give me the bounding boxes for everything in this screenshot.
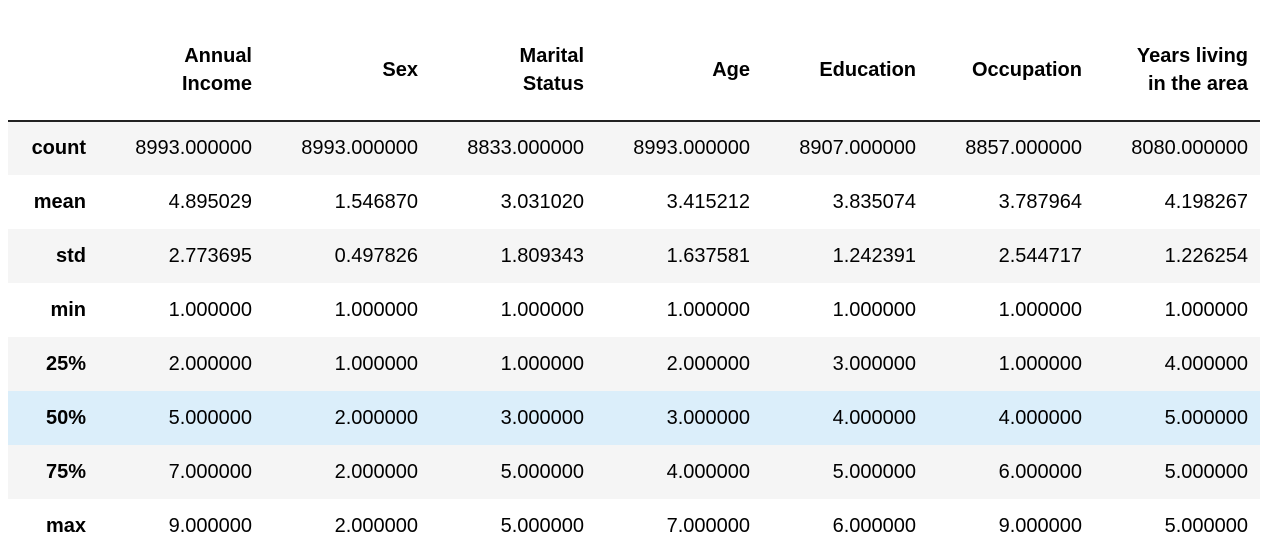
cell: 1.000000 bbox=[500, 352, 584, 375]
cell: 2.544717 bbox=[998, 244, 1082, 267]
table-row: min 1.000000 1.000000 1.000000 1.000000 1.000… bbox=[8, 283, 1260, 337]
cell: 8080.000000 bbox=[1131, 137, 1248, 159]
cell: 3.415212 bbox=[666, 190, 750, 213]
column-header-text: Marital Status bbox=[519, 45, 584, 95]
cell: 8993.000000 bbox=[135, 137, 252, 159]
cell: 3.031020 bbox=[500, 190, 584, 213]
cell: 3.000000 bbox=[832, 352, 916, 375]
cell: 3.000000 bbox=[666, 406, 750, 429]
cell: 4.000000 bbox=[832, 406, 916, 429]
cell: 0.497826 bbox=[334, 244, 418, 267]
cell: 2.000000 bbox=[334, 514, 418, 537]
describe-table: Annual Income Sex Marital Status Age Educati… bbox=[8, 20, 1260, 553]
cell: 1.000000 bbox=[998, 352, 1082, 375]
cell: 4.895029 bbox=[168, 190, 252, 213]
cell: 3.835074 bbox=[832, 190, 916, 213]
column-header-text: Occupation bbox=[971, 59, 1082, 81]
cell: 1.000000 bbox=[1164, 298, 1248, 321]
cell: 2.773695 bbox=[168, 244, 252, 267]
cell: 7.000000 bbox=[666, 514, 750, 537]
cell: 5.000000 bbox=[832, 460, 916, 483]
column-header-text: Years living in the area bbox=[1136, 45, 1248, 95]
cell: 5.000000 bbox=[1164, 460, 1248, 483]
cell: 4.000000 bbox=[1164, 352, 1248, 375]
row-label: 50% bbox=[45, 406, 86, 429]
column-header: Years living in the area bbox=[1094, 20, 1260, 122]
table-body: count 8993.000000 8993.000000 8833.000000 89… bbox=[8, 121, 1260, 553]
column-header-text: Age bbox=[712, 59, 750, 81]
cell: 1.000000 bbox=[500, 298, 584, 321]
cell: 6.000000 bbox=[998, 460, 1082, 483]
cell: 5.000000 bbox=[500, 460, 584, 483]
cell: 8993.000000 bbox=[301, 137, 418, 159]
cell: 5.000000 bbox=[500, 514, 584, 537]
cell: 2.000000 bbox=[334, 406, 418, 429]
cell: 8857.000000 bbox=[965, 137, 1082, 159]
table-row: 25% 2.000000 1.000000 1.000000 2.000000 3.000… bbox=[8, 337, 1260, 391]
column-header: Education bbox=[762, 20, 928, 122]
row-label: 75% bbox=[45, 460, 86, 483]
row-label: count bbox=[31, 137, 86, 159]
cell: 1.546870 bbox=[334, 190, 418, 213]
table-row: std 2.773695 0.497826 1.809343 1.637581 1.242… bbox=[8, 229, 1260, 283]
cell: 8993.000000 bbox=[633, 137, 750, 159]
table-row: 75% 7.000000 2.000000 5.000000 4.000000 5.000… bbox=[8, 445, 1260, 499]
cell: 4.198267 bbox=[1164, 190, 1248, 213]
cell: 4.000000 bbox=[666, 460, 750, 483]
column-header: Marital Status bbox=[430, 20, 596, 122]
cell: 8833.000000 bbox=[467, 137, 584, 159]
index-header bbox=[8, 20, 98, 122]
cell: 6.000000 bbox=[832, 514, 916, 537]
table-row: 50% 5.000000 2.000000 3.000000 3.000000 4.000… bbox=[8, 391, 1260, 445]
cell: 3.787964 bbox=[998, 190, 1082, 213]
cell: 1.000000 bbox=[666, 298, 750, 321]
header-row: Annual Income Sex Marital Status Age Educati… bbox=[8, 20, 1260, 122]
cell: 1.000000 bbox=[334, 352, 418, 375]
row-label: std bbox=[56, 244, 86, 267]
cell: 1.000000 bbox=[168, 298, 252, 321]
column-header-text: Sex bbox=[382, 59, 418, 81]
dataframe: Annual Income Sex Marital Status Age Educati… bbox=[8, 20, 1270, 553]
table-row: max 9.000000 2.000000 5.000000 7.000000 6.000… bbox=[8, 499, 1260, 553]
column-header-text: Annual Income bbox=[181, 45, 252, 95]
row-label: min bbox=[50, 298, 86, 321]
table-row: mean 4.895029 1.546870 3.031020 3.415212 3.83… bbox=[8, 175, 1260, 229]
cell: 5.000000 bbox=[1164, 406, 1248, 429]
cell: 1.242391 bbox=[832, 244, 916, 267]
cell: 2.000000 bbox=[168, 352, 252, 375]
cell: 1.000000 bbox=[832, 298, 916, 321]
cell: 2.000000 bbox=[666, 352, 750, 375]
cell: 1.000000 bbox=[334, 298, 418, 321]
cell: 1.809343 bbox=[500, 244, 584, 267]
column-header: Sex bbox=[264, 20, 430, 122]
column-header: Age bbox=[596, 20, 762, 122]
row-label: max bbox=[45, 514, 86, 537]
table-row: count 8993.000000 8993.000000 8833.000000 89… bbox=[8, 121, 1260, 175]
cell: 9.000000 bbox=[168, 514, 252, 537]
cell: 5.000000 bbox=[168, 406, 252, 429]
row-label: mean bbox=[33, 190, 86, 213]
cell: 2.000000 bbox=[334, 460, 418, 483]
row-label: 25% bbox=[45, 352, 86, 375]
cell: 4.000000 bbox=[998, 406, 1082, 429]
cell: 7.000000 bbox=[168, 460, 252, 483]
cell: 8907.000000 bbox=[799, 137, 916, 159]
cell: 1.637581 bbox=[666, 244, 750, 267]
cell: 9.000000 bbox=[998, 514, 1082, 537]
cell: 1.000000 bbox=[998, 298, 1082, 321]
column-header-text: Education bbox=[819, 59, 916, 81]
cell: 3.000000 bbox=[500, 406, 584, 429]
column-header: Annual Income bbox=[98, 20, 264, 122]
table-header: Annual Income Sex Marital Status Age Educati… bbox=[8, 20, 1260, 122]
column-header: Occupation bbox=[928, 20, 1094, 122]
cell: 5.000000 bbox=[1164, 514, 1248, 537]
cell: 1.226254 bbox=[1164, 244, 1248, 267]
